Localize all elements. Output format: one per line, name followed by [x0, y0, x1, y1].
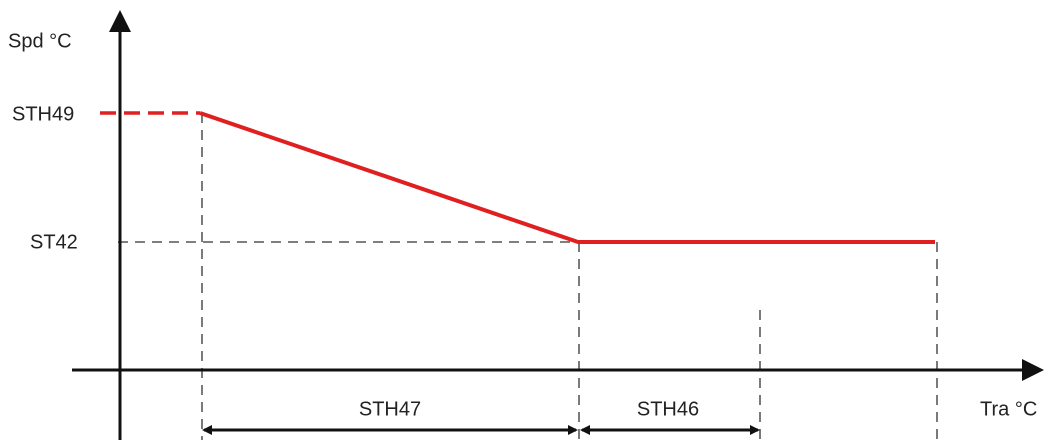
x-axis-label: Tra °C	[980, 398, 1037, 420]
level-label: STH49	[12, 103, 74, 125]
level-label: ST42	[30, 231, 78, 253]
speed-curve	[199, 111, 935, 244]
span-label: STH46	[637, 398, 699, 420]
span-label: STH47	[359, 398, 421, 420]
y-axis-label: Spd °C	[8, 30, 72, 52]
